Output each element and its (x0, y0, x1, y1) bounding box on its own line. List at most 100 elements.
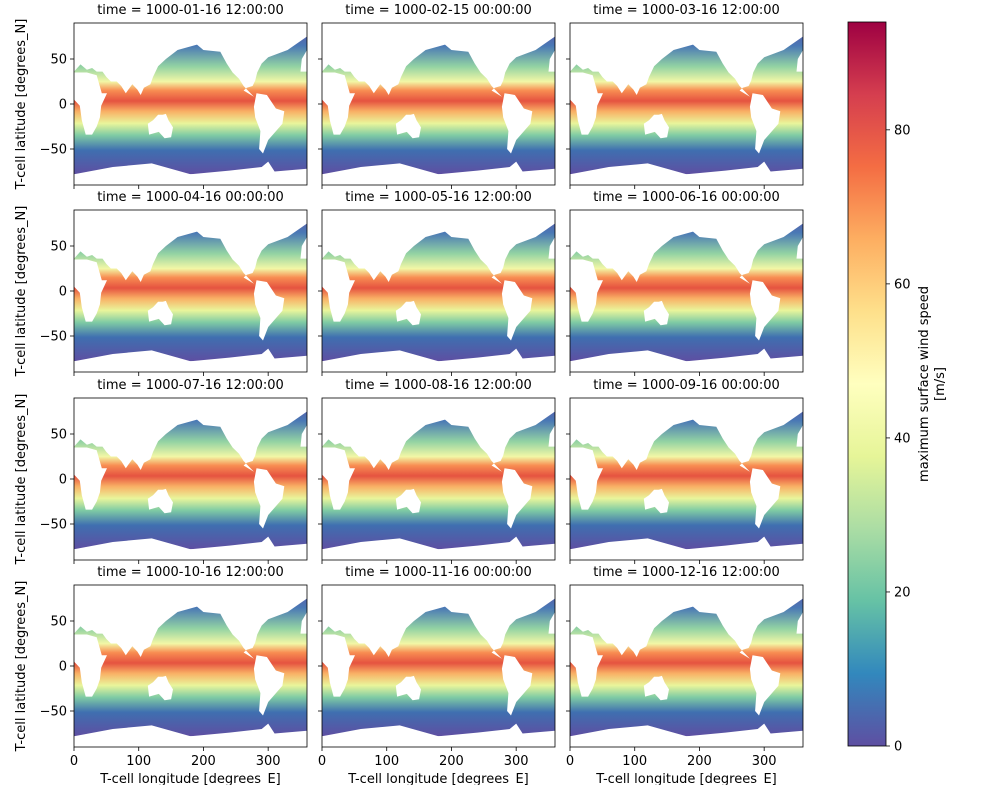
x-tick-label: 0 (566, 754, 574, 769)
land-mask (445, 585, 555, 659)
x-tick-label: 100 (374, 754, 399, 769)
colorbar-tick-label: 80 (894, 123, 911, 138)
land-mask (570, 210, 693, 282)
land-mask (197, 23, 307, 97)
y-tick-label: 0 (59, 473, 67, 488)
land-mask (570, 23, 693, 95)
land-mask (796, 425, 803, 447)
map-panel-11: time = 1000-11-16 00:00:00 0 100 200 300 T-ce… (318, 565, 556, 785)
map-panel-1: time = 1000-01-16 12:00:00 50 0 −50 T-cell l… (14, 3, 308, 191)
colorbar-units: [m/s] (933, 367, 948, 401)
panel-title: time = 1000-07-16 12:00:00 (97, 378, 284, 393)
land-mask (322, 536, 555, 560)
land-mask (253, 655, 285, 716)
land-mask (74, 23, 197, 95)
land-mask (693, 585, 803, 659)
y-tick-label: 50 (50, 428, 67, 443)
land-mask (570, 161, 803, 185)
land-mask (74, 72, 107, 135)
map-panel-10: time = 1000-10-16 12:00:00 50 0 −50 0 100 200 3… (14, 565, 308, 785)
y-tick-label: 50 (50, 615, 67, 630)
land-mask (253, 93, 285, 154)
x-tick-label: 0 (318, 754, 326, 769)
land-mask (570, 634, 603, 697)
x-axis-label: T-cell longitude [degrees_E] (595, 772, 777, 785)
map-panel-7: time = 1000-07-16 12:00:00 50 0 −50 T-cell l… (14, 378, 308, 566)
land-mask (643, 300, 669, 326)
land-mask (395, 488, 421, 514)
land-mask (322, 585, 445, 657)
map-panel-6: time = 1000-06-16 00:00:00 (566, 190, 804, 376)
land-mask (643, 675, 669, 701)
land-mask (197, 398, 307, 472)
y-tick-label: −50 (40, 518, 67, 533)
land-mask (548, 50, 555, 72)
land-mask (749, 280, 781, 341)
land-mask (548, 425, 555, 447)
land-mask (74, 398, 197, 470)
y-tick-label: 50 (50, 53, 67, 68)
colorbar-label: maximum surface wind speed (917, 286, 932, 482)
land-mask (570, 72, 603, 135)
x-tick-label: 100 (126, 754, 151, 769)
x-tick-label: 200 (439, 754, 464, 769)
panel-title: time = 1000-06-16 00:00:00 (593, 190, 780, 205)
panel-title: time = 1000-09-16 00:00:00 (593, 378, 780, 393)
land-mask (501, 655, 533, 716)
colorbar-tick-label: 20 (894, 585, 911, 600)
panel-title: time = 1000-04-16 00:00:00 (97, 190, 284, 205)
y-tick-label: 0 (59, 285, 67, 300)
land-mask (570, 259, 603, 322)
land-mask (395, 675, 421, 701)
land-mask (322, 259, 355, 322)
land-mask (643, 113, 669, 139)
y-tick-label: −50 (40, 330, 67, 345)
land-mask (147, 113, 173, 139)
land-mask (548, 612, 555, 634)
land-mask (643, 488, 669, 514)
land-mask (74, 161, 307, 185)
land-mask (74, 348, 307, 372)
panel-title: time = 1000-10-16 12:00:00 (97, 565, 284, 580)
panel-title: time = 1000-03-16 12:00:00 (593, 3, 780, 18)
land-mask (253, 468, 285, 529)
land-mask (570, 723, 803, 747)
y-axis-label: T-cell latitude [degrees_N] (14, 581, 29, 753)
panel-title: time = 1000-12-16 12:00:00 (593, 565, 780, 580)
map-panel-2: time = 1000-02-15 00:00:00 (318, 3, 556, 189)
land-mask (570, 348, 803, 372)
y-tick-label: 0 (59, 98, 67, 113)
land-mask (300, 237, 307, 259)
land-mask (796, 50, 803, 72)
map-panel-4: time = 1000-04-16 00:00:00 50 0 −50 T-cell l… (14, 190, 308, 377)
x-tick-label: 0 (70, 754, 78, 769)
land-mask (749, 655, 781, 716)
y-tick-label: 0 (59, 660, 67, 675)
panel-title: time = 1000-05-16 12:00:00 (345, 190, 532, 205)
y-tick-label: −50 (40, 705, 67, 720)
land-mask (445, 210, 555, 284)
land-mask (501, 468, 533, 529)
land-mask (74, 536, 307, 560)
y-tick-label: −50 (40, 143, 67, 158)
x-tick-label: 100 (622, 754, 647, 769)
land-mask (749, 93, 781, 154)
land-mask (570, 585, 693, 657)
land-mask (322, 723, 555, 747)
panel-title: time = 1000-08-16 12:00:00 (345, 378, 532, 393)
land-mask (253, 280, 285, 341)
panel-title: time = 1000-01-16 12:00:00 (97, 3, 284, 18)
land-mask (570, 398, 693, 470)
colorbar-tick-label: 60 (894, 277, 911, 292)
land-mask (570, 447, 603, 510)
colorbar-frame (847, 21, 887, 747)
y-axis-label: T-cell latitude [degrees_N] (14, 394, 29, 566)
land-mask (300, 50, 307, 72)
map-panel-5: time = 1000-05-16 12:00:00 (318, 190, 556, 376)
land-mask (693, 23, 803, 97)
panel-title: time = 1000-11-16 00:00:00 (345, 565, 532, 580)
land-mask (300, 425, 307, 447)
y-axis-label: T-cell latitude [degrees_N] (14, 19, 29, 191)
land-mask (147, 675, 173, 701)
x-tick-label: 300 (752, 754, 777, 769)
